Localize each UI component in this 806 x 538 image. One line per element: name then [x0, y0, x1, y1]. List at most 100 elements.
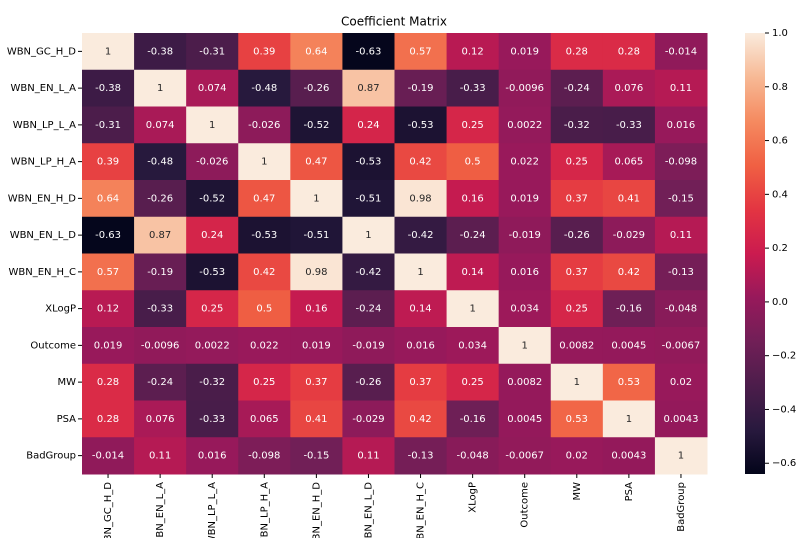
- heatmap-cell: [82, 180, 135, 218]
- cell-label: -0.16: [616, 304, 642, 315]
- cell-label: 0.11: [357, 451, 379, 462]
- x-tick-label: WBN_LP_H_A: [259, 482, 270, 538]
- heatmap-cell: [290, 69, 343, 107]
- heatmap-cell: [394, 180, 448, 218]
- heatmap-cell: [82, 106, 135, 144]
- cell-label: -0.15: [668, 193, 694, 204]
- cell-label: 0.022: [250, 340, 279, 351]
- heatmap-cell: [498, 253, 552, 291]
- heatmap-cell: [290, 33, 343, 71]
- cell-label: 0.37: [566, 267, 588, 278]
- cell-label: 0.076: [146, 414, 175, 425]
- cell-label: 0.065: [615, 157, 644, 168]
- heatmap-cell: [394, 363, 448, 401]
- heatmap-cell: [134, 400, 187, 438]
- heatmap-cell: [654, 290, 708, 328]
- cell-label: 0.16: [461, 193, 483, 204]
- heatmap-cell: [186, 106, 239, 144]
- cell-label: -0.026: [196, 157, 228, 168]
- cell-label: 0.019: [302, 340, 331, 351]
- cell-label: 0.11: [149, 451, 171, 462]
- cell-label: -0.53: [199, 267, 225, 278]
- cell-label: 0.0045: [611, 340, 646, 351]
- cell-label: -0.014: [665, 46, 697, 57]
- cell-label: 0.41: [305, 414, 327, 425]
- x-tick-label: XLogP: [468, 482, 479, 513]
- cell-label: -0.098: [665, 157, 697, 168]
- cell-label: 1: [678, 451, 684, 462]
- heatmap-cell: [238, 327, 291, 365]
- cell-label: 0.074: [146, 120, 175, 131]
- cell-label: -0.51: [303, 230, 329, 241]
- heatmap-cell: [290, 400, 343, 438]
- cell-label: 0.0082: [507, 377, 542, 388]
- cell-label: 0.25: [566, 157, 588, 168]
- heatmap-cell: [602, 437, 656, 475]
- cell-label: -0.19: [147, 267, 173, 278]
- cell-label: -0.014: [92, 451, 124, 462]
- heatmap-cell: [134, 33, 187, 71]
- cell-label: 0.076: [615, 83, 644, 94]
- y-tick-label: PSA: [57, 414, 77, 425]
- heatmap-cell: [654, 327, 708, 365]
- heatmap-cell: [498, 143, 552, 181]
- heatmap-cell: [550, 327, 604, 365]
- heatmap-cell: [394, 437, 448, 475]
- heatmap-cell: [82, 253, 135, 291]
- cell-label: 0.034: [458, 340, 487, 351]
- heatmap-cell: [602, 216, 656, 254]
- cell-label: 0.98: [305, 267, 327, 278]
- cell-label: -0.53: [356, 157, 382, 168]
- x-tick-label: WBN_GC_H_D: [103, 482, 114, 538]
- cell-label: 1: [313, 193, 319, 204]
- cell-label: 1: [469, 304, 475, 315]
- heatmap-cell: [238, 106, 291, 144]
- heatmap-cell: [446, 253, 500, 291]
- heatmap-cell: [186, 327, 239, 365]
- heatmap-cell: [446, 180, 500, 218]
- heatmap-cell: [186, 143, 239, 181]
- heatmap-cell: [550, 290, 604, 328]
- cell-label: 0.28: [566, 46, 588, 57]
- colorbar-tick-label: 1.0: [772, 28, 788, 39]
- heatmap-cell: [654, 33, 708, 71]
- cell-label: 0.0082: [559, 340, 594, 351]
- heatmap-cell: [134, 437, 187, 475]
- cell-label: -0.53: [251, 230, 277, 241]
- cell-label: 0.53: [618, 377, 640, 388]
- y-tick-label: WBN_EN_H_D: [8, 193, 77, 204]
- cell-label: 0.37: [409, 377, 431, 388]
- cell-label: 0.64: [305, 46, 327, 57]
- heatmap-cell: [134, 106, 187, 144]
- cell-label: 0.24: [357, 120, 379, 131]
- heatmap-cell: [82, 216, 135, 254]
- cell-label: 1: [574, 377, 580, 388]
- heatmap-cell: [498, 290, 552, 328]
- cell-label: 0.41: [618, 193, 640, 204]
- cell-label: -0.48: [147, 157, 173, 168]
- heatmap-cell: [654, 400, 708, 438]
- heatmap-cell: [602, 180, 656, 218]
- cell-label: 0.28: [97, 414, 119, 425]
- cell-label: 0.016: [198, 451, 227, 462]
- heatmap-cell: [342, 33, 395, 71]
- cell-label: 0.5: [465, 157, 481, 168]
- heatmap-cell: [134, 363, 187, 401]
- heatmap-cell: [446, 290, 500, 328]
- cell-label: 0.25: [566, 304, 588, 315]
- heatmap-cell: [394, 143, 448, 181]
- cell-label: 0.28: [618, 46, 640, 57]
- heatmap-cell: [290, 327, 343, 365]
- cell-label: -0.0067: [662, 340, 701, 351]
- heatmap-cell: [238, 143, 291, 181]
- y-tick-label: WBN_EN_L_D: [10, 230, 77, 241]
- heatmap-cell: [238, 437, 291, 475]
- cell-label: -0.24: [460, 230, 486, 241]
- cell-label: 0.019: [510, 193, 539, 204]
- x-tick-label: WBN_EN_L_D: [363, 482, 374, 538]
- heatmap-cell: [550, 69, 604, 107]
- cell-label: 0.019: [94, 340, 123, 351]
- heatmap-cell: [550, 33, 604, 71]
- heatmap-cell: [82, 327, 135, 365]
- cell-label: -0.0096: [505, 83, 544, 94]
